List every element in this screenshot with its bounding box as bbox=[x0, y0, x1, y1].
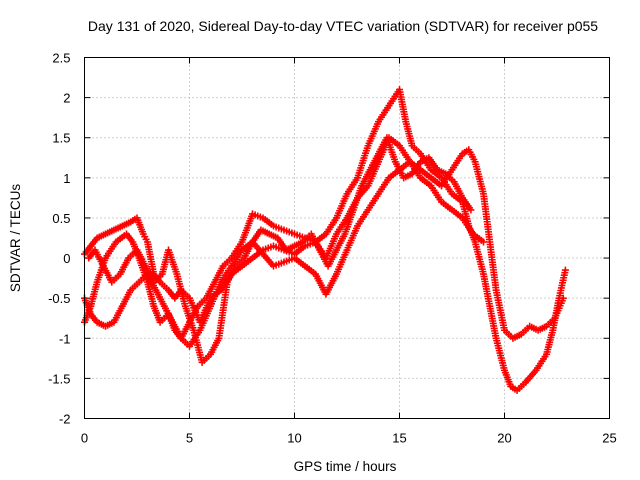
data-point bbox=[561, 266, 569, 274]
x-tick-label: 15 bbox=[392, 431, 406, 446]
x-axis-label: GPS time / hours bbox=[294, 459, 397, 474]
y-tick-label: 1 bbox=[63, 171, 70, 186]
x-tick-label: 20 bbox=[497, 431, 511, 446]
plot-frame bbox=[84, 57, 610, 419]
axis-ticks: 0 5 10 15 20 25 -2 -1.5 -1 -0.5 0 0.5 1 1.5 2 2.5 bbox=[48, 51, 617, 446]
y-tick-label: 2.5 bbox=[52, 51, 70, 66]
series-track-1 bbox=[81, 86, 569, 394]
y-tick-label: -1.5 bbox=[48, 371, 70, 386]
y-axis-label: SDTVAR / TECUs bbox=[8, 184, 23, 293]
y-tick-label: 2 bbox=[63, 91, 70, 106]
y-tick-label: -1 bbox=[59, 331, 71, 346]
data-point bbox=[559, 294, 567, 302]
series-track-4 bbox=[85, 134, 475, 366]
series-track-3 bbox=[81, 158, 487, 350]
data-point bbox=[467, 206, 475, 214]
x-tick-label: 10 bbox=[287, 431, 301, 446]
y-tick-label: -2 bbox=[59, 412, 71, 427]
grid-lines bbox=[84, 57, 610, 419]
x-tick-label: 0 bbox=[81, 431, 88, 446]
y-tick-label: -0.5 bbox=[48, 291, 70, 306]
y-tick-label: 0 bbox=[63, 251, 70, 266]
y-tick-label: 0.5 bbox=[52, 211, 70, 226]
x-tick-label: 25 bbox=[602, 431, 616, 446]
data-point bbox=[480, 238, 487, 246]
chart-title: Day 131 of 2020, Sidereal Day-to-day VTE… bbox=[88, 18, 598, 34]
data-points bbox=[81, 86, 569, 394]
x-tick-label: 5 bbox=[186, 431, 193, 446]
y-tick-label: 1.5 bbox=[52, 131, 70, 146]
